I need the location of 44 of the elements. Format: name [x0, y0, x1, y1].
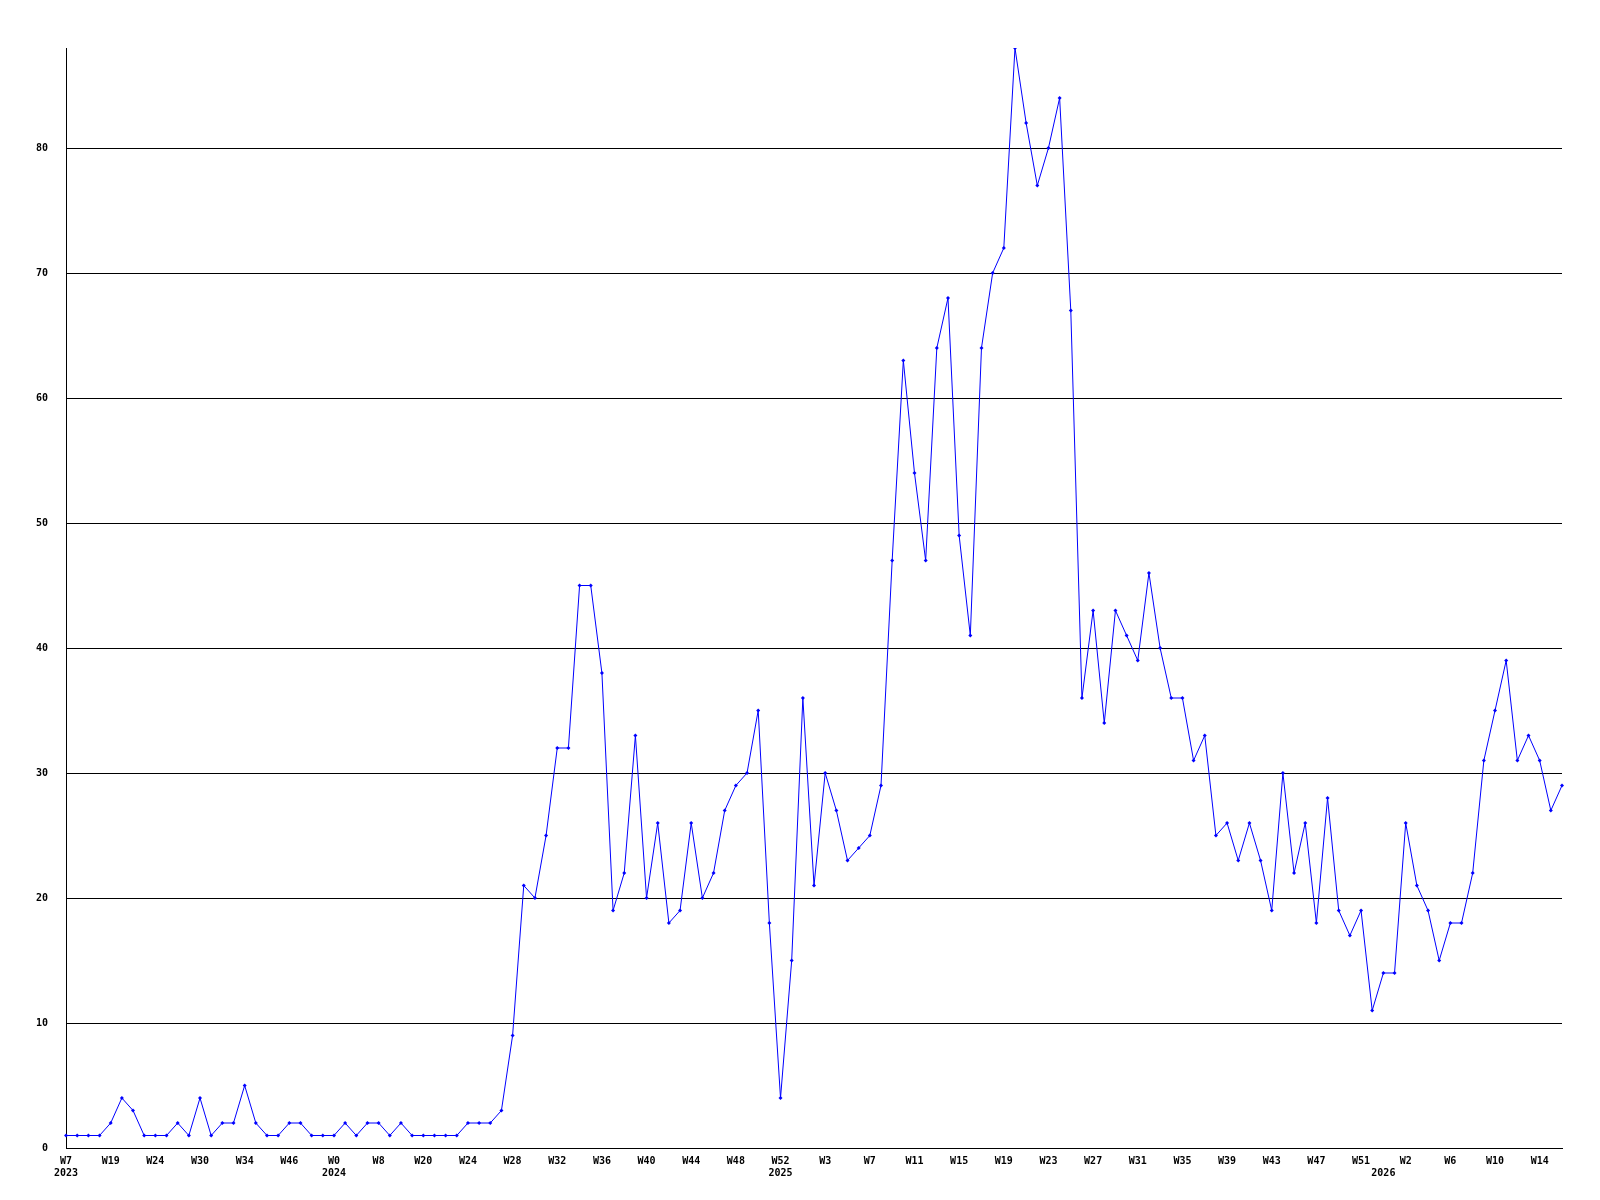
x-tick-label: W20	[414, 1154, 433, 1166]
x-tick-label: 2026	[1371, 1166, 1396, 1178]
y-tick-label: 40	[35, 641, 49, 653]
x-tick-label: W34	[235, 1154, 254, 1166]
x-tick-label: W6	[1444, 1154, 1457, 1166]
x-tick-label: W19	[994, 1154, 1013, 1166]
x-tick-label: W7 2023	[53, 1154, 79, 1178]
y-tick-label: 0	[42, 1141, 49, 1153]
x-tick-label: W47	[1307, 1154, 1326, 1166]
y-tick-label: 20	[35, 891, 49, 903]
x-tick-label: W27	[1084, 1154, 1103, 1166]
y-tick-label: 50	[35, 516, 49, 528]
x-tick-label: W30	[190, 1154, 210, 1166]
x-tick-label: W46	[280, 1154, 299, 1166]
x-tick-label: W24	[146, 1154, 165, 1166]
x-tick-label: W28	[503, 1154, 522, 1166]
x-tick-label: W40	[637, 1154, 656, 1166]
x-tick-label: W23	[1039, 1154, 1058, 1166]
y-tick-label: 30	[35, 766, 49, 778]
x-tick-label: W3	[819, 1154, 832, 1166]
y-tick-label: 60	[35, 391, 49, 403]
x-tick-label: W19	[101, 1154, 120, 1166]
x-tick-label: W51	[1352, 1154, 1371, 1166]
y-tick-label: 10	[35, 1016, 49, 1028]
y-tick-label: 70	[35, 266, 49, 278]
x-tick-label: W36	[592, 1154, 611, 1166]
y-tick-label: 80	[35, 141, 49, 153]
x-tick-label: W24	[458, 1154, 477, 1166]
x-tick-label: W7	[863, 1154, 876, 1166]
x-tick-label: W10	[1485, 1154, 1505, 1166]
x-tick-label: W39	[1218, 1154, 1237, 1166]
x-tick-label: W31	[1128, 1154, 1147, 1166]
x-tick-label: W2	[1399, 1154, 1412, 1166]
x-tick-label: W48	[726, 1154, 745, 1166]
x-tick-label: W15	[950, 1154, 969, 1166]
x-tick-label: W0 2024	[321, 1154, 347, 1178]
x-tick-label: W8	[372, 1154, 385, 1166]
x-tick-label: W35	[1173, 1154, 1192, 1166]
x-tick-label: W43	[1262, 1154, 1281, 1166]
x-tick-label: W32	[548, 1154, 567, 1166]
x-tick-label: W44	[682, 1154, 701, 1166]
x-tick-label: W52 2025	[768, 1154, 793, 1178]
x-tick-label: W14	[1530, 1154, 1549, 1166]
x-tick-label: W11	[905, 1154, 924, 1166]
